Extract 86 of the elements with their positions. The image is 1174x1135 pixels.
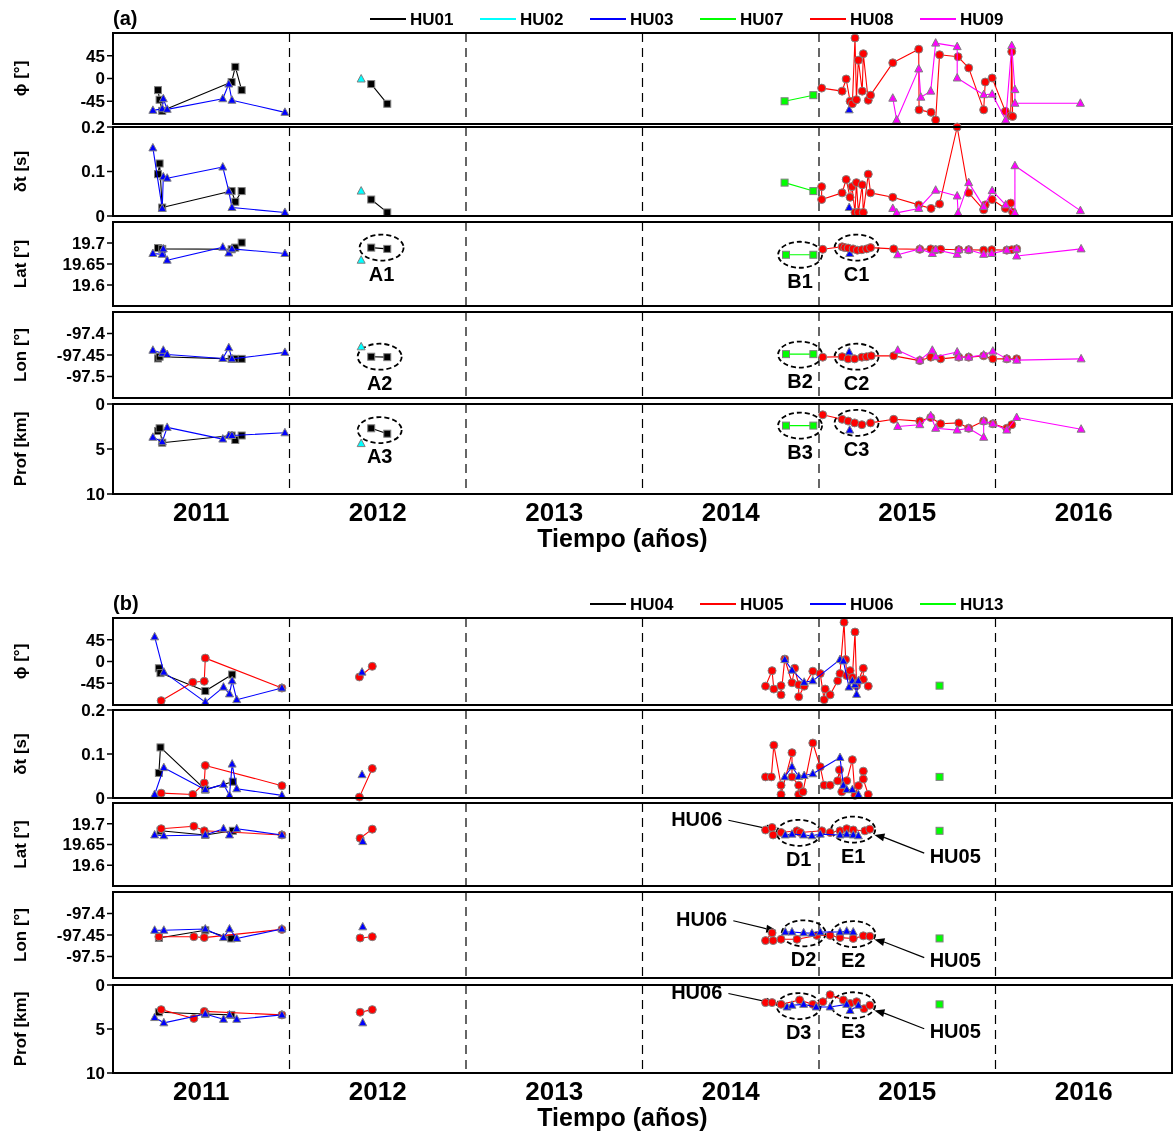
legend-label: HU04 xyxy=(630,595,675,614)
chart-title: (a) xyxy=(113,7,138,29)
annotation: HU05 xyxy=(929,1020,981,1043)
legend-label: HU05 xyxy=(740,595,784,614)
y-axis-title: Lat [°] xyxy=(11,820,30,869)
y-axis-title: δt [s] xyxy=(11,150,30,193)
y-tick-label: 19.7 xyxy=(71,233,105,253)
y-tick-label: -45 xyxy=(80,92,105,112)
y-tick-label: -97.45 xyxy=(56,925,105,945)
y-tick-label: 19.7 xyxy=(71,814,105,834)
x-tick-label: 2011 xyxy=(173,1076,230,1106)
y-tick-label: -97.45 xyxy=(56,345,105,365)
annotation: A3 xyxy=(366,445,393,468)
annotation: HU06 xyxy=(676,908,728,931)
y-axis-title: Lat [°] xyxy=(11,239,30,289)
x-tick-label: 2015 xyxy=(878,1076,937,1106)
legend-label: HU03 xyxy=(630,10,674,29)
legend-label: HU08 xyxy=(850,10,894,29)
y-tick-label: 0 xyxy=(95,69,105,89)
y-axis-title: Lon [°] xyxy=(11,328,30,382)
annotation: HU05 xyxy=(929,949,981,972)
legend-label: HU06 xyxy=(850,595,894,614)
annotation: D2 xyxy=(790,948,817,971)
annotation: E2 xyxy=(841,949,866,972)
y-tick-label: -97.4 xyxy=(66,904,106,924)
annotation: HU06 xyxy=(671,807,723,830)
y-tick-label: 0 xyxy=(95,394,105,414)
annotation: D1 xyxy=(785,847,812,870)
y-tick-label: 19.65 xyxy=(62,835,105,855)
y-tick-label: 19.6 xyxy=(71,275,105,295)
y-axis-title: ϕ [°] xyxy=(11,60,30,97)
y-tick-label: 0.2 xyxy=(81,117,105,137)
y-tick-label: -97.5 xyxy=(66,947,105,967)
y-tick-label: 0.2 xyxy=(81,700,105,720)
y-tick-label: 0 xyxy=(95,206,105,226)
y-tick-label: 0.1 xyxy=(81,744,105,764)
y-tick-label: 45 xyxy=(86,630,105,650)
legend-label: HU09 xyxy=(960,10,1004,29)
x-tick-label: 2015 xyxy=(878,497,937,527)
y-tick-label: 19.65 xyxy=(62,254,105,274)
y-tick-label: -97.4 xyxy=(66,324,106,344)
annotation: HU05 xyxy=(929,844,981,867)
y-axis-title: Prof [km] xyxy=(11,991,30,1067)
annotation: C1 xyxy=(843,262,870,285)
x-tick-label: 2014 xyxy=(701,1076,761,1106)
y-tick-label: 19.6 xyxy=(71,856,105,876)
legend-label: HU02 xyxy=(520,10,564,29)
y-tick-label: 10 xyxy=(86,1063,105,1083)
y-tick-label: 0 xyxy=(95,788,105,808)
y-tick-label: 5 xyxy=(95,439,105,459)
x-tick-label: 2016 xyxy=(1054,1076,1113,1106)
annotation: E1 xyxy=(841,844,866,867)
y-tick-label: 0 xyxy=(95,975,105,995)
y-tick-label: -97.5 xyxy=(66,367,105,387)
chart-title: (b) xyxy=(113,592,139,614)
x-tick-label: 2014 xyxy=(701,497,761,527)
annotation: E3 xyxy=(841,1020,866,1043)
x-tick-label: 2011 xyxy=(173,497,230,527)
y-tick-label: 0.1 xyxy=(81,162,105,182)
x-axis-title: Tiempo (años) xyxy=(537,1103,708,1131)
annotation: B2 xyxy=(787,369,813,392)
legend-label: HU13 xyxy=(960,595,1004,614)
annotation: D3 xyxy=(785,1021,812,1044)
y-axis-title: ϕ [°] xyxy=(11,643,30,680)
annotation: B3 xyxy=(787,440,813,463)
y-tick-label: 0 xyxy=(95,652,105,672)
annotation: C3 xyxy=(843,437,870,460)
legend-label: HU01 xyxy=(410,10,454,29)
annotation: A2 xyxy=(366,371,393,394)
x-axis-title: Tiempo (años) xyxy=(537,524,708,552)
y-tick-label: 45 xyxy=(86,46,105,66)
y-tick-label: 5 xyxy=(95,1019,105,1039)
x-tick-label: 2013 xyxy=(525,497,584,527)
x-tick-label: 2013 xyxy=(525,1076,584,1106)
y-tick-label: -45 xyxy=(80,674,105,694)
x-tick-label: 2012 xyxy=(348,497,407,527)
annotation: C2 xyxy=(843,371,870,394)
legend-label: HU07 xyxy=(740,10,784,29)
y-axis-title: δt [s] xyxy=(11,733,30,775)
annotation: B1 xyxy=(787,269,813,292)
y-tick-label: 10 xyxy=(86,484,105,504)
annotation: A1 xyxy=(368,262,395,285)
y-axis-title: Lon [°] xyxy=(11,908,30,962)
x-tick-label: 2016 xyxy=(1054,497,1113,527)
y-axis-title: Prof [km] xyxy=(11,411,30,487)
x-tick-label: 2012 xyxy=(348,1076,407,1106)
